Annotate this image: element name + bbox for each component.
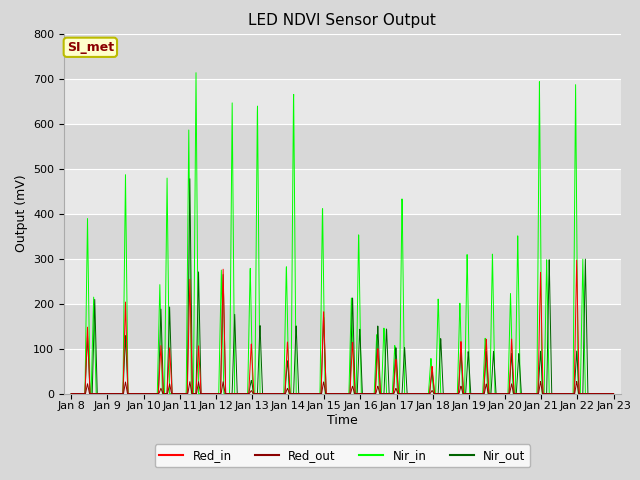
- Bar: [64, 168, 621, 214]
- Bar: [64, 348, 621, 394]
- Bar: [64, 303, 621, 348]
- Bar: [64, 123, 621, 168]
- Bar: [64, 214, 621, 259]
- Bar: [64, 259, 621, 303]
- Bar: [64, 34, 621, 79]
- Bar: [64, 79, 621, 123]
- X-axis label: Time: Time: [327, 414, 358, 427]
- Legend: Red_in, Red_out, Nir_in, Nir_out: Red_in, Red_out, Nir_in, Nir_out: [155, 444, 530, 467]
- Text: SI_met: SI_met: [67, 41, 114, 54]
- Title: LED NDVI Sensor Output: LED NDVI Sensor Output: [248, 13, 436, 28]
- Y-axis label: Output (mV): Output (mV): [15, 175, 28, 252]
